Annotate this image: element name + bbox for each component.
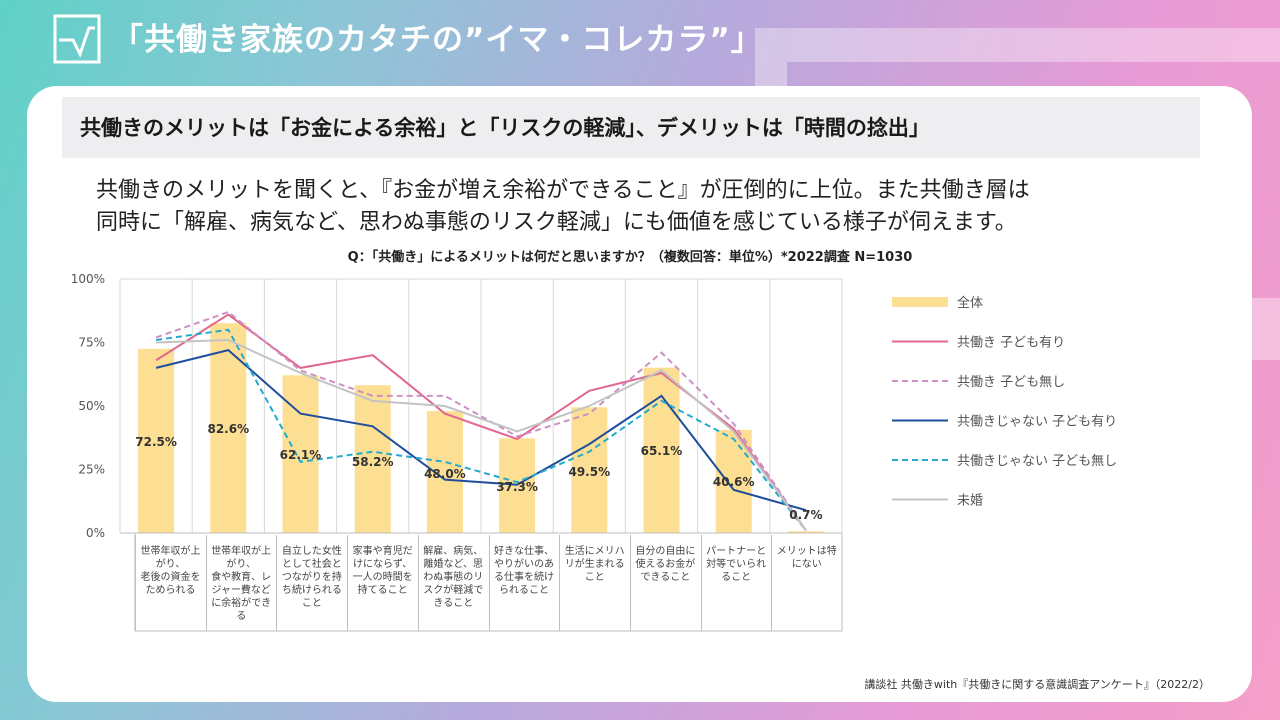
y-tick-label: 0%	[86, 526, 105, 540]
bar	[787, 531, 824, 533]
decor-band	[1252, 298, 1280, 360]
bar	[354, 385, 391, 533]
bar-data-label: 62.1%	[280, 448, 322, 462]
bar-data-label: 49.5%	[568, 465, 610, 479]
bar	[282, 375, 319, 533]
source-note: 講談社 共働きwith『共働きに関する意識調査アンケート』（2022/2）	[864, 678, 1210, 691]
y-tick-label: 100%	[71, 272, 105, 286]
x-tick-label: 世帯年収が上 がり、 老後の資金を ためられる	[135, 535, 205, 631]
x-tick-label: メリットは特 にない	[771, 535, 841, 631]
chart-question: Q：「共働き」によるメリットは何だと思いますか？（複数回答：単位%）*2022調…	[347, 250, 913, 265]
legend-label: 全体	[957, 295, 983, 311]
y-tick-label: 50%	[78, 399, 105, 413]
legend-label: 共働き 子ども有り	[957, 336, 1065, 351]
x-tick-label: 好きな仕事、 やりがいのあ る仕事を続け られること	[488, 535, 559, 631]
bar-data-label: 82.6%	[207, 422, 249, 436]
y-tick-label: 25%	[78, 463, 105, 477]
bar-data-label: 0.7%	[789, 508, 822, 522]
x-tick-label: 世帯年収が上 がり、 食や教育、レ ジャー費など に余裕ができる	[205, 535, 276, 631]
series-line	[155, 349, 807, 512]
bar	[571, 407, 608, 533]
series-line	[156, 338, 807, 532]
legend-label: 未婚	[957, 494, 983, 509]
bar-data-label: 48.0%	[424, 467, 466, 481]
legend-label: 共働きじゃない 子ども有り	[957, 415, 1117, 430]
x-tick-label: 解雇、病気、 離婚など、思 わぬ事態のリ スクが軽減で きること	[417, 535, 488, 631]
bar	[426, 411, 463, 533]
chart-icon	[53, 14, 101, 64]
decor-band	[755, 28, 1280, 62]
bar-data-label: 65.1%	[641, 444, 683, 458]
body-text-line-2: 同時に「解雇、病気など、思わぬ事態のリスク軽減」にも価値を感じている様子が伺えま…	[96, 210, 1017, 235]
x-tick-label: 生活にメリハ リが生まれる こと	[559, 535, 629, 631]
bar-data-label: 72.5%	[135, 435, 177, 449]
x-tick-label: 家事や育児だ けにならず、 一人の時間を 持てること	[347, 535, 417, 631]
page-title: 「共働き家族のカタチの”イマ・コレカラ”」	[112, 22, 763, 58]
series-line	[155, 310, 807, 532]
x-tick-label: 自分の自由に 使えるお金が できること	[629, 535, 700, 631]
body-text-line-1: 共働きのメリットを聞くと、『お金が増え余裕ができること』が圧倒的に上位。また共働…	[96, 178, 1030, 203]
subtitle: 共働きのメリットは「お金による余裕」と「リスクの軽減」、デメリットは「時間の捻出…	[80, 116, 930, 140]
legend-swatch	[892, 297, 948, 307]
bar-data-label: 58.2%	[352, 455, 394, 469]
bar-data-label: 40.6%	[713, 475, 755, 489]
decor-band	[755, 62, 787, 86]
bar	[138, 348, 175, 533]
legend-label: 共働き 子ども無し	[957, 375, 1065, 390]
legend-label: 共働きじゃない 子ども無し	[957, 454, 1117, 469]
x-tick-label: 自立した女性 として社会と つながりを持 ち続けられる こと	[276, 535, 346, 631]
y-tick-label: 75%	[78, 336, 105, 350]
bar-data-label: 37.3%	[496, 480, 538, 494]
x-tick-label: パートナーと 対等でいられ ること	[700, 535, 771, 631]
subtitle-bar	[62, 97, 1200, 158]
bar	[210, 323, 247, 533]
series-line	[155, 328, 807, 532]
